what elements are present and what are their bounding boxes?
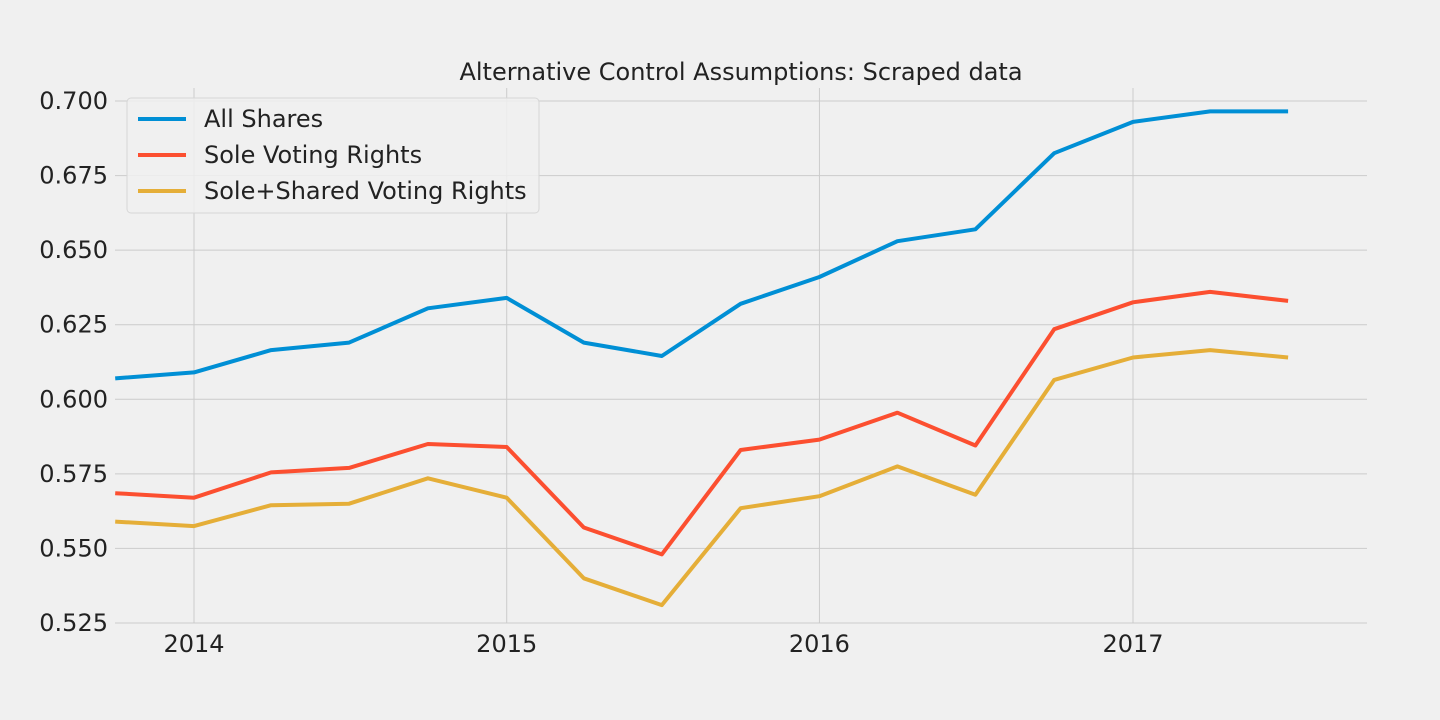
series-line-1	[115, 289, 1289, 557]
y-tick-label: 0.575	[39, 460, 108, 488]
y-axis: 0.525 0.550 0.575 0.600 0.625 0.650 0.675 0.700	[39, 87, 108, 637]
series-line-0	[115, 109, 1289, 381]
y-tick-label: 0.650	[39, 236, 108, 264]
x-axis: 2014 2015 2016 2017	[163, 630, 1163, 658]
x-tick-label: 2017	[1102, 630, 1163, 658]
y-tick-label: 0.625	[39, 311, 108, 339]
legend-label: All Shares	[204, 105, 323, 133]
legend-label: Sole+Shared Voting Rights	[204, 177, 527, 205]
y-tick-label: 0.700	[39, 87, 108, 115]
series-line-2	[115, 348, 1289, 608]
y-tick-label: 0.675	[39, 162, 108, 190]
chart-title: Alternative Control Assumptions: Scraped…	[459, 58, 1022, 86]
x-tick-label: 2015	[476, 630, 537, 658]
y-tick-label: 0.600	[39, 385, 108, 413]
y-tick-label: 0.525	[39, 609, 108, 637]
y-tick-label: 0.550	[39, 534, 108, 562]
x-tick-label: 2014	[163, 630, 224, 658]
legend-box	[126, 97, 540, 214]
legend-label: Sole Voting Rights	[204, 141, 422, 169]
series-layer	[115, 109, 1289, 608]
legend: All Shares Sole Voting Rights Sole+Shared …	[126, 97, 540, 214]
x-tick-label: 2016	[789, 630, 850, 658]
